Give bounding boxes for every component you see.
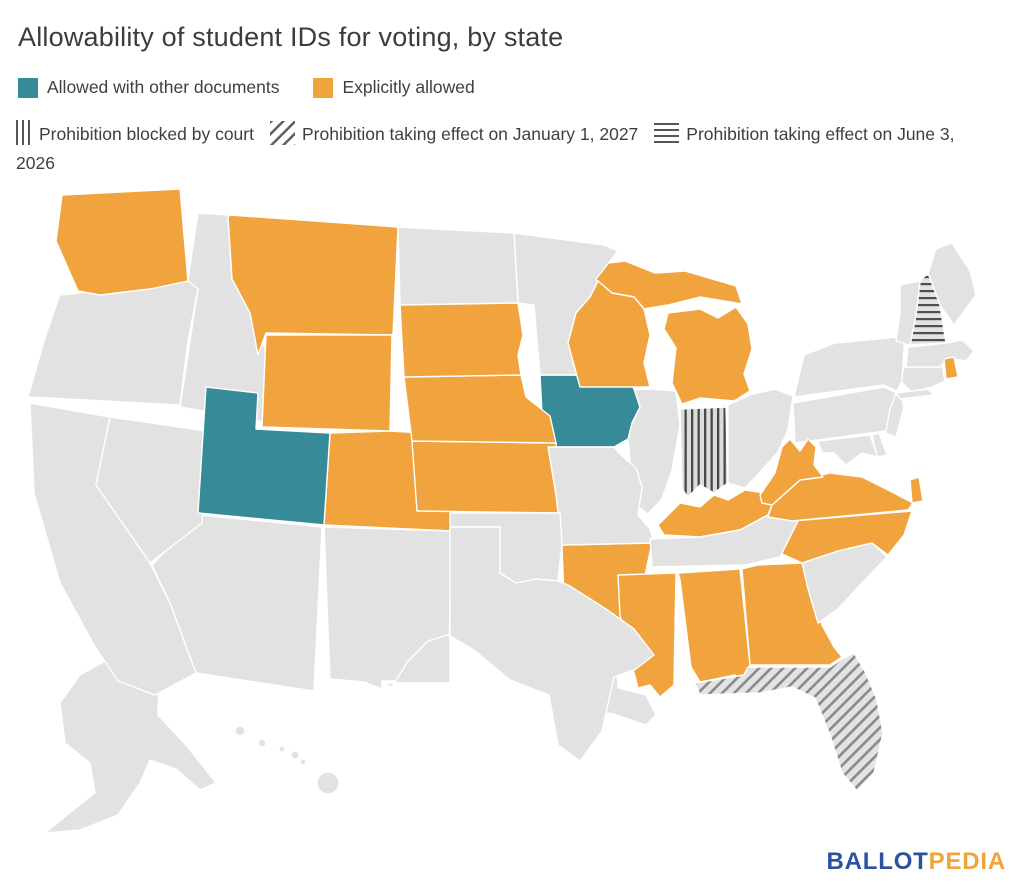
legend-item-prohibition-blocked: Prohibition blocked by court (16, 120, 254, 145)
state-wy[interactable]: Wyoming (261, 334, 393, 432)
legend-item-prohibition-jan-2027: Prohibition taking effect on January 1, … (258, 121, 639, 145)
teal-swatch (18, 77, 38, 98)
state-vt[interactable]: Vermont (895, 280, 921, 346)
state-nd[interactable]: North Dakota (397, 226, 519, 306)
logo-text-pedia: PEDIA (928, 848, 1006, 875)
legend-label: Allowed with other documents (47, 77, 280, 97)
state-oh[interactable]: Ohio (727, 388, 794, 489)
state-tx[interactable]: Texas (381, 526, 655, 762)
footer: BALLOTPEDIA (827, 848, 1006, 876)
logo-text-ballot: BALLOT (826, 848, 929, 875)
legend-label: Prohibition blocked by court (39, 124, 254, 144)
legend-label: Prohibition taking effect on January 1, … (301, 124, 639, 144)
legend-item-allowed-with-other-documents: Allowed with other documents (18, 77, 279, 98)
state-wi[interactable]: Wisconsin (567, 280, 651, 388)
state-mi[interactable]: Michigan (567, 260, 753, 405)
us-map-container: AlabamaAlaskaArizonaArkansasCaliforniaCo… (0, 183, 1024, 840)
state-ga[interactable]: Georgia (741, 562, 843, 666)
orange-swatch (313, 77, 334, 98)
state-al[interactable]: Alabama (677, 568, 751, 684)
state-ut[interactable]: Utah (197, 386, 331, 526)
state-hi[interactable]: Hawaii (234, 725, 340, 795)
state-mt[interactable]: Montana (227, 214, 399, 356)
legend-solid-row: Allowed with other documents Explicitly … (18, 77, 1022, 98)
page-title: Allowability of student IDs for voting, … (18, 22, 564, 52)
state-md[interactable]: Maryland (817, 434, 879, 466)
state-or[interactable]: Oregon (27, 280, 199, 406)
state-ri[interactable]: Rhode Island (943, 356, 959, 380)
legend-item-prohibition-june-2026: Prohibition taking effect on June 3, 202… (16, 123, 955, 173)
diagonal-lines-swatch (269, 121, 295, 145)
legend-pattern-row: Prohibition blocked by court Prohibition … (16, 120, 1002, 178)
state-fl[interactable]: Florida (694, 652, 884, 792)
state-in[interactable]: Indiana (679, 406, 729, 498)
state-ma[interactable]: Massachusetts (905, 339, 975, 368)
state-pa[interactable]: Pennsylvania (792, 386, 897, 444)
state-nv[interactable]: Nevada (95, 416, 207, 564)
ballotpedia-logo: BALLOTPEDIA (827, 848, 1006, 875)
state-wa[interactable]: Washington (55, 188, 189, 296)
legend-item-explicitly-allowed: Explicitly allowed (313, 77, 475, 98)
state-ct[interactable]: Connecticut (899, 364, 946, 393)
state-ne[interactable]: Nebraska (403, 374, 557, 444)
state-ks[interactable]: Kansas (411, 440, 561, 514)
state-sd[interactable]: South Dakota (399, 302, 524, 378)
header: Allowability of student IDs for voting, … (0, 0, 1022, 178)
state-ak[interactable]: Alaska (44, 656, 217, 834)
legend-label: Explicitly allowed (342, 77, 475, 97)
us-states-map: AlabamaAlaskaArizonaArkansasCaliforniaCo… (27, 188, 977, 834)
legend-label: Prohibition taking effect on June 3, 202… (16, 124, 955, 173)
vertical-lines-swatch (16, 120, 32, 145)
state-wv[interactable]: West Virginia (759, 438, 824, 506)
state-sc[interactable]: South Carolina (801, 542, 888, 624)
horizontal-lines-swatch (654, 123, 680, 145)
